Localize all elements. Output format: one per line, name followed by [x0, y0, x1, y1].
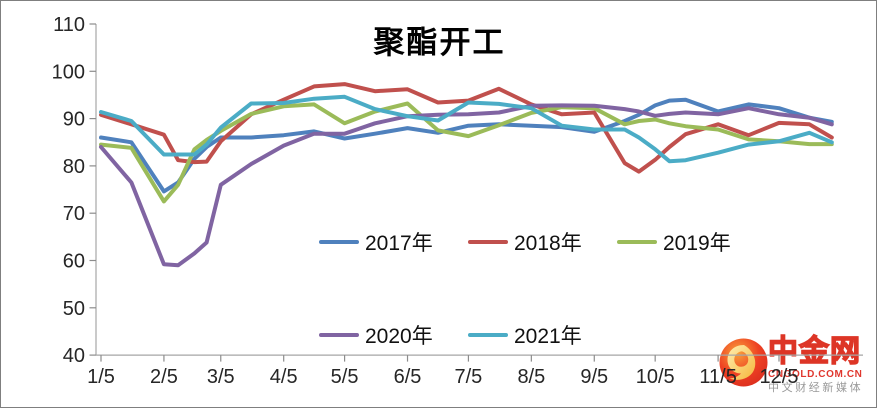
svg-text:100: 100	[52, 61, 85, 83]
series-line-2021年	[99, 94, 834, 164]
legend-swatch-2018	[468, 240, 508, 244]
svg-text:50: 50	[63, 298, 85, 320]
legend-item-2020[interactable]: 2020年	[319, 320, 433, 350]
legend-swatch-2021	[468, 333, 508, 337]
svg-text:90: 90	[63, 109, 85, 131]
svg-text:5/5: 5/5	[331, 366, 359, 388]
svg-text:3/5: 3/5	[207, 366, 235, 388]
svg-text:9/5: 9/5	[580, 366, 608, 388]
legend-swatch-2019	[617, 240, 657, 244]
legend-swatch-2017	[319, 240, 359, 244]
legend-item-2021[interactable]: 2021年	[468, 320, 582, 350]
svg-text:12/5: 12/5	[760, 366, 799, 388]
legend-label-2021: 2021年	[514, 325, 582, 348]
watermark-tagline: 中文财经新媒体	[768, 382, 864, 394]
svg-text:80: 80	[63, 156, 85, 178]
legend-item-2018[interactable]: 2018年	[468, 227, 582, 257]
legend-label-2017: 2017年	[365, 232, 433, 255]
svg-text:10/5: 10/5	[636, 366, 675, 388]
legend-label-2018: 2018年	[514, 232, 582, 255]
svg-text:60: 60	[63, 251, 85, 273]
svg-text:40: 40	[63, 345, 85, 367]
legend-item-2017[interactable]: 2017年	[319, 227, 433, 257]
svg-text:6/5: 6/5	[394, 366, 422, 388]
svg-text:2/5: 2/5	[150, 366, 178, 388]
svg-text:4/5: 4/5	[270, 366, 298, 388]
cngold-logo-icon	[719, 338, 768, 387]
legend-item-2019[interactable]: 2019年	[617, 227, 731, 257]
watermark-brand: 中金网	[767, 335, 861, 368]
legend-label-2020: 2020年	[365, 325, 433, 348]
svg-text:8/5: 8/5	[517, 366, 545, 388]
svg-text:70: 70	[63, 203, 85, 225]
series-line-2017年	[99, 97, 834, 194]
svg-text:1/5: 1/5	[87, 366, 115, 388]
svg-text:110: 110	[53, 14, 85, 36]
watermark-domain: CNGOLD.COM.CN	[768, 369, 863, 380]
series-line-2020年	[99, 103, 834, 268]
chart-title: 聚酯开工	[373, 25, 506, 61]
svg-text:7/5: 7/5	[455, 366, 483, 388]
legend-label-2019: 2019年	[663, 232, 731, 255]
series-line-2019年	[99, 101, 834, 204]
svg-text:11/5: 11/5	[699, 366, 736, 388]
legend-swatch-2020	[319, 333, 359, 337]
